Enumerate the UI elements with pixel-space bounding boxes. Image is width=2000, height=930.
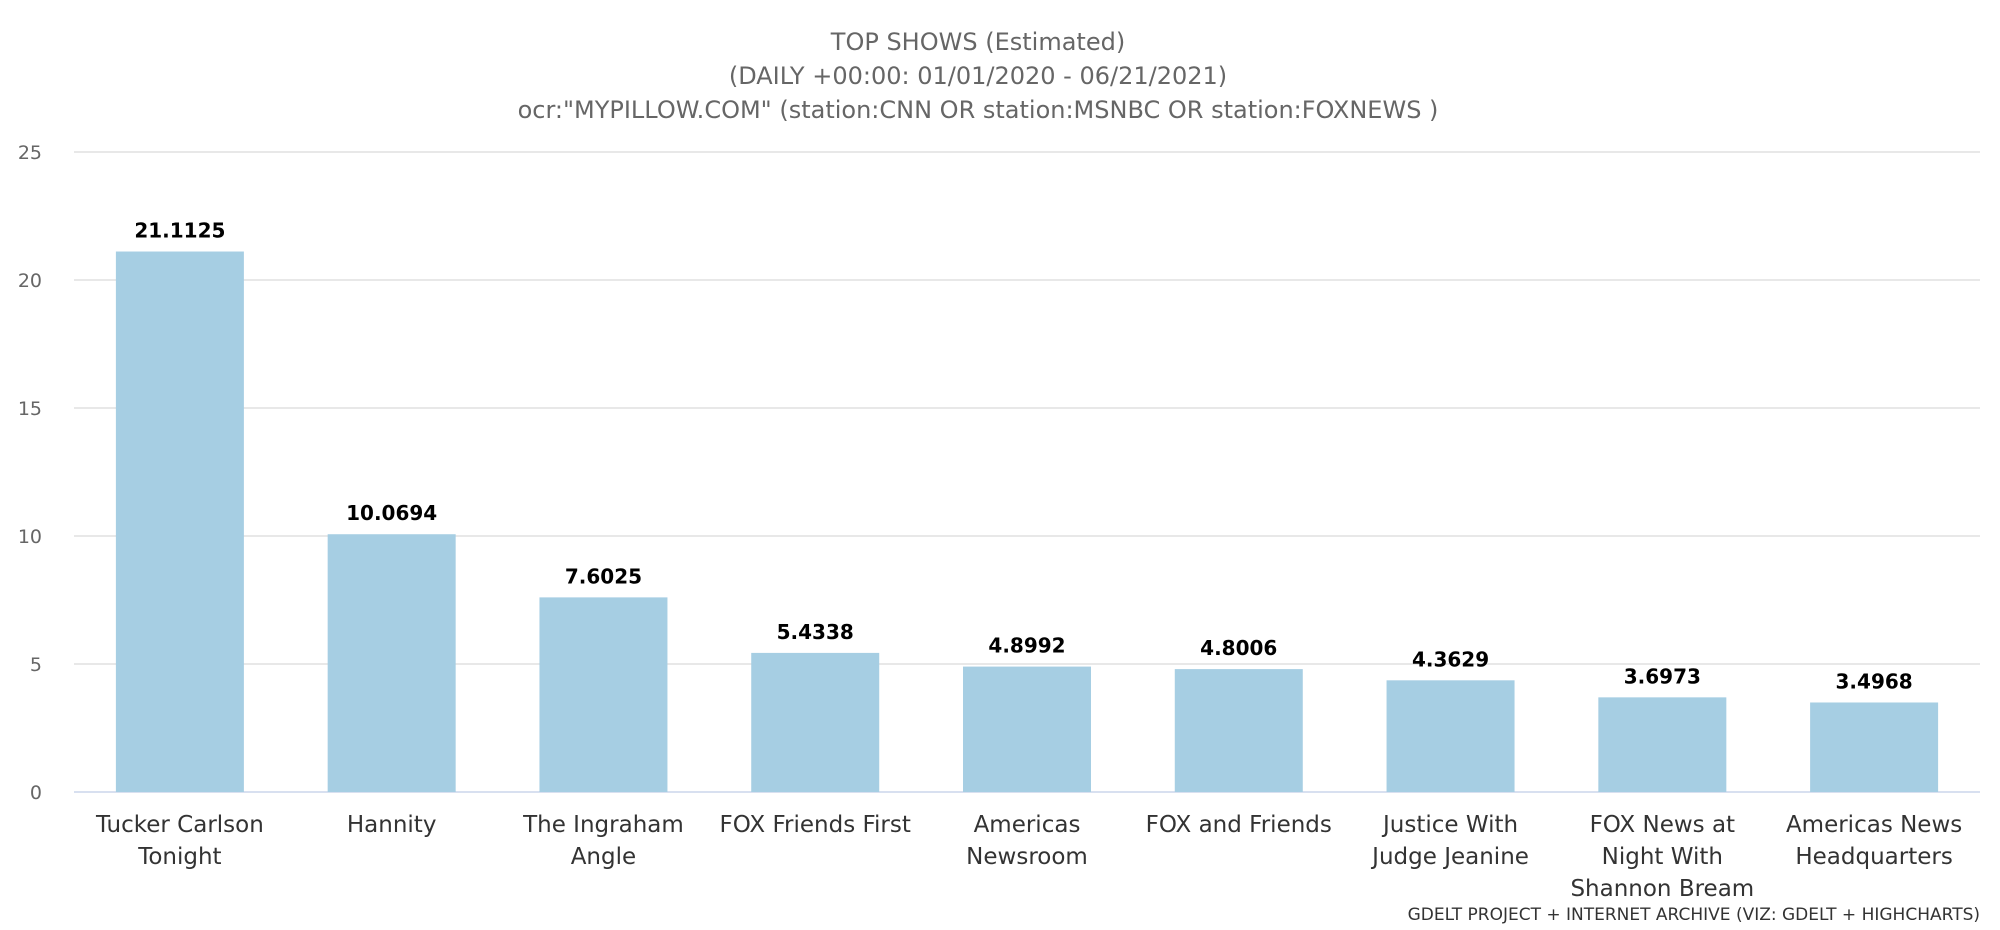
x-tick-label: Angle: [571, 844, 636, 870]
y-axis-ticks: 0 5 10 15 20 25: [18, 142, 42, 804]
data-label-6: 4.8006: [1200, 636, 1277, 660]
data-label-2: 10.0694: [346, 501, 437, 525]
bar-6[interactable]: [1174, 669, 1303, 792]
x-tick-label: FOX News at: [1590, 812, 1736, 838]
x-tick-label: Hannity: [347, 812, 437, 838]
credits-text[interactable]: GDELT PROJECT + INTERNET ARCHIVE (VIZ: G…: [1408, 905, 1980, 925]
chart-title-line-1: TOP SHOWS (Estimated): [830, 28, 1125, 56]
data-labels: 21.1125 10.0694 7.6025 5.4338 4.8992 4.8006 4.…: [134, 219, 1912, 694]
bar-5[interactable]: [963, 666, 1091, 792]
data-label-3: 7.6025: [565, 564, 642, 588]
x-axis-labels: Tucker Carlson Tonight Hannity The Ingraham…: [95, 812, 1962, 902]
bar-4[interactable]: [751, 652, 880, 792]
y-tick-label: 25: [18, 142, 42, 164]
x-tick-label: Americas News: [1786, 812, 1962, 838]
chart-title: TOP SHOWS (Estimated) (DAILY +00:00: 01/0…: [518, 28, 1439, 124]
x-tick-label: The Ingraham: [522, 812, 684, 838]
bar-8[interactable]: [1598, 697, 1727, 792]
x-tick-label: FOX Friends First: [720, 812, 911, 838]
y-tick-label: 5: [30, 654, 42, 676]
bar-3[interactable]: [539, 597, 668, 792]
x-tick-label: Judge Jeanine: [1370, 844, 1529, 870]
y-tick-label: 0: [30, 782, 42, 804]
data-label-5: 4.8992: [988, 634, 1065, 658]
chart-title-line-3: ocr:"MYPILLOW.COM" (station:CNN OR stati…: [518, 96, 1439, 124]
x-tick-label: Justice With: [1381, 812, 1518, 838]
data-label-4: 5.4338: [777, 620, 854, 644]
y-tick-label: 10: [18, 526, 42, 548]
bar-7[interactable]: [1386, 680, 1515, 792]
bar-9[interactable]: [1810, 702, 1939, 792]
data-label-8: 3.6973: [1624, 664, 1701, 688]
x-tick-label: Newsroom: [966, 844, 1088, 870]
y-tick-label: 15: [18, 398, 42, 420]
x-tick-label: Americas: [974, 812, 1081, 838]
x-tick-label: Headquarters: [1795, 844, 1952, 870]
x-tick-label: Tonight: [137, 844, 221, 870]
bars: [115, 251, 1939, 792]
x-tick-label: Shannon Bream: [1570, 876, 1754, 902]
x-tick-label: FOX and Friends: [1146, 812, 1332, 838]
x-tick-label: Tucker Carlson: [95, 812, 264, 838]
y-tick-label: 20: [18, 270, 42, 292]
data-label-1: 21.1125: [134, 219, 225, 243]
data-label-7: 4.3629: [1412, 647, 1489, 671]
data-label-9: 3.4968: [1836, 669, 1913, 693]
x-tick-label: Night With: [1602, 844, 1723, 870]
bar-2[interactable]: [327, 534, 456, 792]
bar-1[interactable]: [115, 251, 244, 792]
chart-title-line-2: (DAILY +00:00: 01/01/2020 - 06/21/2021): [729, 62, 1227, 90]
